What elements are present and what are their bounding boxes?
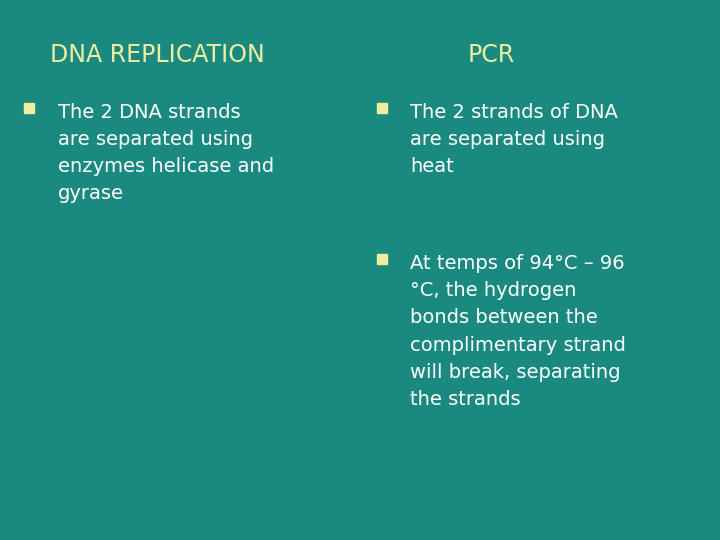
- Text: DNA REPLICATION: DNA REPLICATION: [50, 43, 265, 67]
- Text: At temps of 94°C – 96
°C, the hydrogen
bonds between the
complimentary strand
wi: At temps of 94°C – 96 °C, the hydrogen b…: [410, 254, 626, 409]
- Text: PCR: PCR: [468, 43, 516, 67]
- Text: The 2 DNA strands
are separated using
enzymes helicase and
gyrase: The 2 DNA strands are separated using en…: [58, 103, 274, 204]
- Text: The 2 strands of DNA
are separated using
heat: The 2 strands of DNA are separated using…: [410, 103, 618, 176]
